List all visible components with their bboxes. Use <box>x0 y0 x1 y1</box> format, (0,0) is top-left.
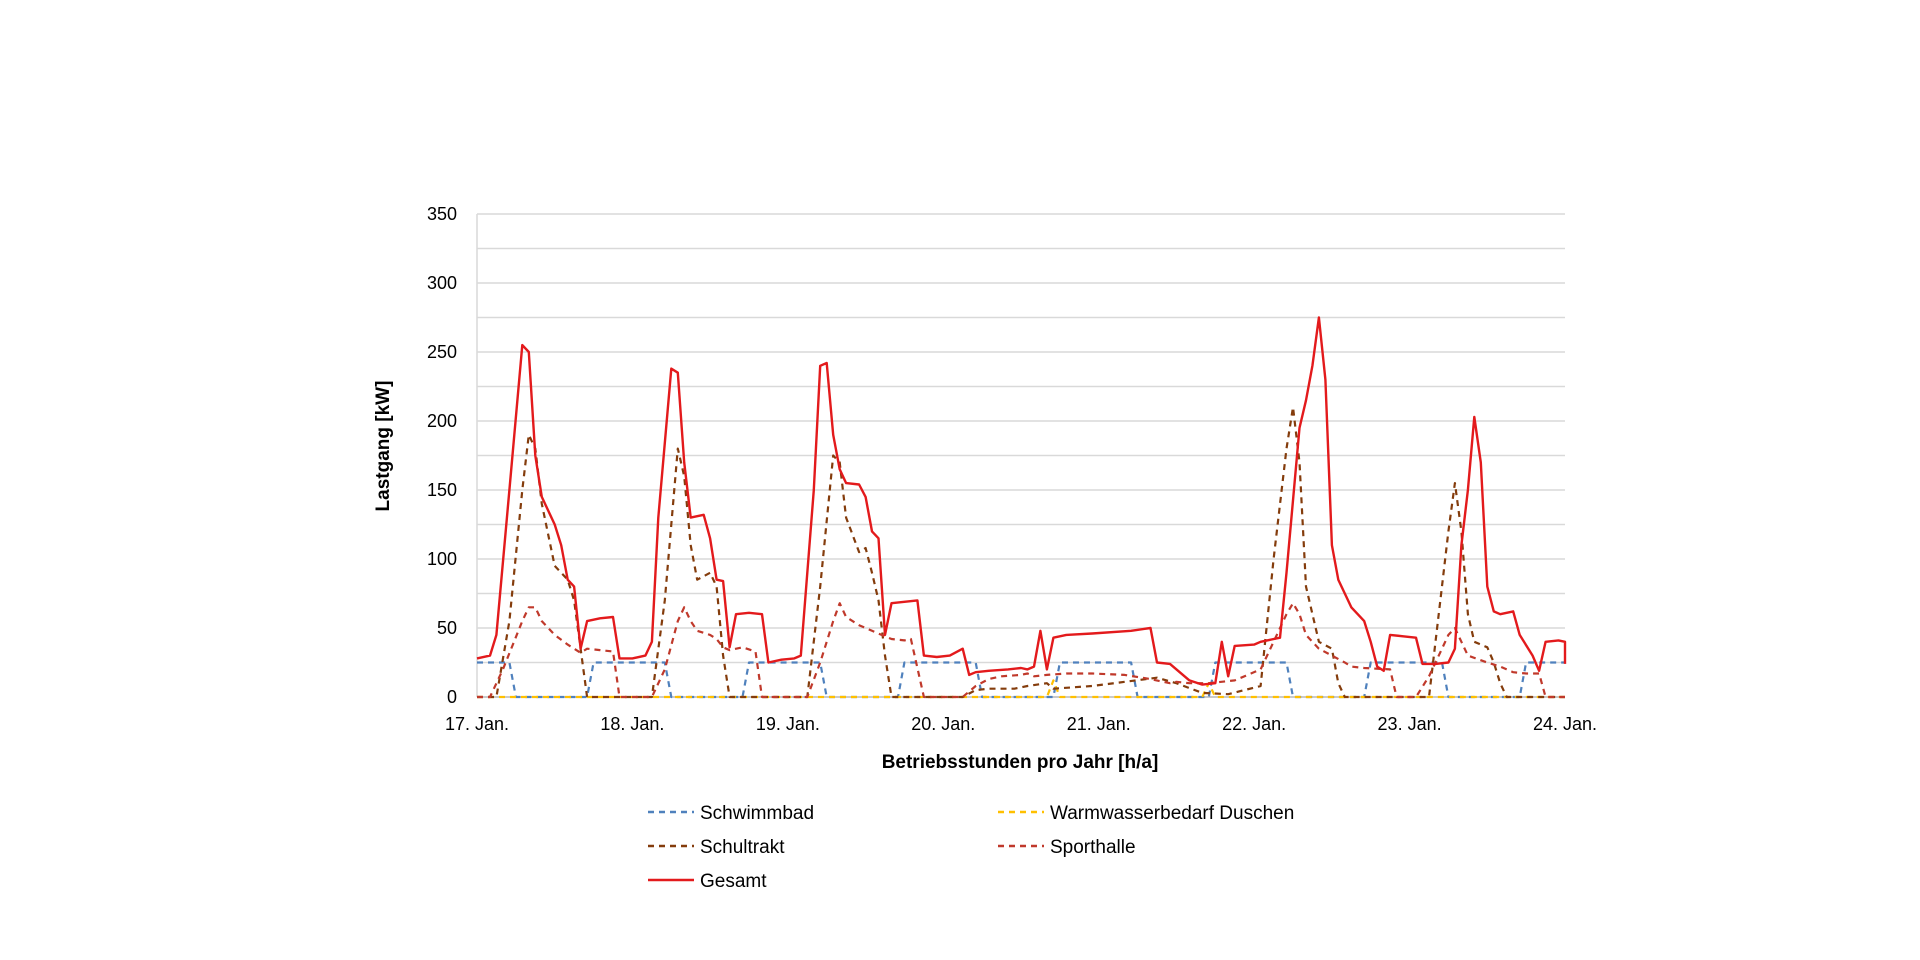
series-line-schultrakt <box>477 406 1565 699</box>
x-tick-label: 17. Jan. <box>445 714 509 734</box>
legend: Schwimmbad Warmwasserbedarf Duschen Schult… <box>648 803 1294 892</box>
x-tick-label: 21. Jan. <box>1067 714 1131 734</box>
x-axis-title: Betriebsstunden pro Jahr [h/a] <box>882 752 1159 773</box>
series-line-warmwasserbedarf-duschen <box>477 679 1565 699</box>
series-layer <box>476 316 1567 699</box>
y-tick-label: 150 <box>427 480 457 500</box>
y-tick-label: 200 <box>427 411 457 431</box>
y-axis-ticks: 0 50 100 150 200 250 300 350 <box>427 204 457 707</box>
series-line-gesamt <box>476 316 1567 686</box>
legend-label: Schwimmbad <box>700 803 814 824</box>
x-tick-label: 24. Jan. <box>1533 714 1597 734</box>
legend-item: Gesamt <box>648 871 767 892</box>
x-tick-label: 19. Jan. <box>756 714 820 734</box>
x-axis-ticks: 17. Jan. 18. Jan. 19. Jan. 20. Jan. 21. Jan.… <box>445 714 1597 734</box>
gridlines <box>477 213 1565 698</box>
y-tick-label: 100 <box>427 549 457 569</box>
y-tick-label: 250 <box>427 342 457 362</box>
legend-item: Schultrakt <box>648 837 785 858</box>
legend-label: Gesamt <box>700 871 767 892</box>
legend-label: Sporthalle <box>1050 837 1136 858</box>
y-tick-label: 50 <box>437 618 457 638</box>
series-line-sporthalle <box>477 602 1565 699</box>
y-tick-label: 0 <box>447 687 457 707</box>
y-tick-label: 300 <box>427 273 457 293</box>
legend-item: Warmwasserbedarf Duschen <box>998 803 1294 824</box>
x-tick-label: 22. Jan. <box>1222 714 1286 734</box>
x-tick-label: 23. Jan. <box>1378 714 1442 734</box>
legend-item: Sporthalle <box>998 837 1136 858</box>
legend-label: Warmwasserbedarf Duschen <box>1050 803 1294 824</box>
legend-label: Schultrakt <box>700 837 785 858</box>
x-tick-label: 18. Jan. <box>600 714 664 734</box>
y-tick-label: 350 <box>427 204 457 224</box>
legend-item: Schwimmbad <box>648 803 814 824</box>
y-axis-title: Lastgang [kW] <box>373 381 394 512</box>
x-tick-label: 20. Jan. <box>911 714 975 734</box>
